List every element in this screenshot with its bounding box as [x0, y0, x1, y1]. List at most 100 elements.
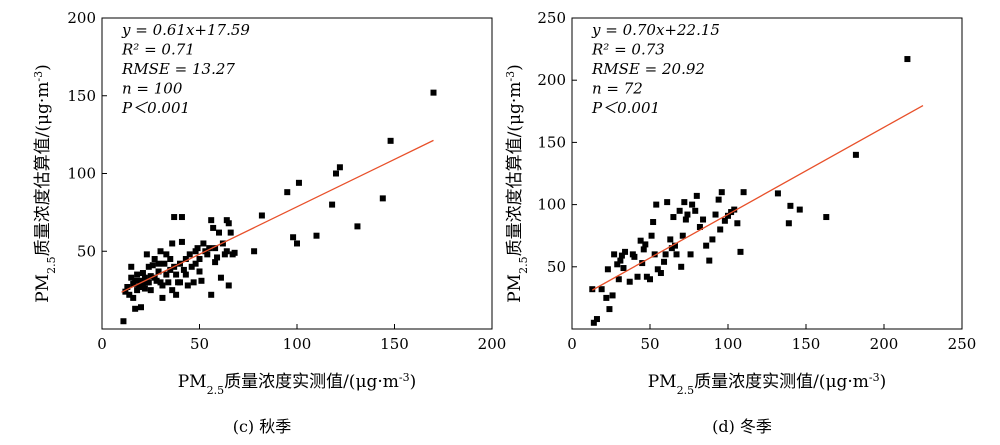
- panel-d-data-point: [725, 212, 731, 219]
- panel-d-data-point: [667, 236, 674, 243]
- panel-c-data-point: [336, 164, 343, 171]
- panel-c-x-ticks: 0 50 100 150 200: [97, 324, 506, 353]
- panel-d-stat-line: RMSE = 20.92: [591, 60, 705, 78]
- panel-d-data-point: [651, 251, 658, 258]
- panel-c-data-point: [223, 248, 230, 255]
- panel-c-data-point: [186, 251, 193, 258]
- panel-c-y-tick-label: 100: [67, 165, 96, 183]
- panel-d-data-point: [852, 151, 859, 158]
- panel-d-data-point: [734, 220, 741, 227]
- panel-c-stat-line: RMSE = 13.27: [121, 60, 235, 78]
- panel-d-x-tick-label: 0: [567, 335, 577, 353]
- panel-c-data-point: [216, 229, 222, 236]
- panel-d-data-point: [700, 216, 707, 223]
- panel-c-data-point: [141, 274, 148, 281]
- panel-c-data-point: [151, 256, 158, 263]
- panel-c-data-point: [145, 279, 152, 286]
- panel-d-data-point: [643, 273, 650, 280]
- panel-c-data-point: [387, 137, 394, 144]
- panel-c-data-point: [214, 254, 221, 261]
- panel-d-data-point: [654, 266, 661, 273]
- panel-d-data-point: [650, 219, 657, 226]
- panel-c-data-point: [198, 277, 205, 284]
- panel-c-data-point: [126, 291, 133, 298]
- panel-d-data-point: [679, 232, 686, 239]
- panel-c-data-point: [143, 251, 150, 258]
- panel-c-y-tick-label: 200: [67, 9, 96, 27]
- panel-c-data-point: [167, 266, 174, 273]
- panel-d-data-point: [670, 214, 677, 221]
- panel-c-data-point: [139, 270, 146, 277]
- panel-d-data-point: [603, 294, 610, 301]
- panel-d-data-point: [611, 251, 618, 258]
- panel-d-data-point: [706, 257, 713, 264]
- panel-d-data-point: [618, 252, 625, 259]
- panel-c-y-tick-label: 150: [67, 87, 96, 105]
- panel-c-x-axis-label: PM2.5质量浓度实测值/(μg·m-3): [178, 371, 417, 397]
- panel-c-data-point: [163, 271, 170, 278]
- panel-c-data-point: [155, 268, 162, 275]
- panel-d-data-point: [703, 242, 710, 249]
- panel-c-data-point: [134, 271, 141, 278]
- panel-c-data-point: [161, 260, 168, 267]
- panel-d-data-point: [796, 206, 803, 213]
- panel-d-data-point: [774, 190, 781, 197]
- panel-c-data-point: [147, 287, 154, 294]
- panel-c-data-point: [284, 189, 291, 196]
- panel-d-data-point: [718, 189, 725, 196]
- panel-d-x-tick-label: 100: [714, 335, 743, 353]
- panel-d: 0 50 100 150 200 250 50 100 150 200 250 y = 0.70x…: [504, 9, 977, 436]
- panel-d-data-point: [657, 270, 664, 277]
- panel-c-data-point: [139, 282, 146, 289]
- panel-d-data-point: [668, 245, 675, 252]
- panel-d-data-point: [787, 202, 794, 209]
- panel-c-fit-line: [121, 139, 434, 293]
- panel-d-data-point: [647, 276, 653, 283]
- panel-c-data-point: [134, 287, 141, 294]
- panel-c-data-point: [132, 305, 139, 312]
- panel-d-y-tick-label: 100: [537, 196, 566, 214]
- panel-d-y-tick-label: 200: [537, 71, 566, 89]
- panel-d-data-point: [626, 278, 633, 285]
- panel-c-data-point: [212, 245, 219, 252]
- panel-c-data-point: [190, 279, 197, 286]
- panel-c-data-point: [208, 217, 215, 224]
- panel-c-x-tick-label: 0: [97, 335, 107, 353]
- panel-c-data-point: [295, 179, 302, 186]
- panel-c-stat-line: R² = 0.71: [121, 41, 195, 59]
- panel-c-data-point: [124, 284, 131, 291]
- panel-c-data-point: [138, 277, 144, 284]
- panel-d-data-point: [676, 207, 683, 214]
- panel-d-points: [589, 56, 911, 326]
- panel-d-x-tick-label: 50: [640, 335, 659, 353]
- panel-d-data-point: [712, 211, 719, 218]
- panel-c-data-point: [157, 248, 164, 255]
- panel-c-data-point: [217, 274, 224, 281]
- panel-d-data-point: [684, 211, 691, 218]
- panel-c-points: [120, 89, 437, 325]
- panel-d-data-point: [589, 286, 596, 293]
- panel-c-data-point: [208, 291, 215, 298]
- panel-c-data-point: [182, 256, 189, 263]
- panel-d-fit-line: [591, 104, 924, 291]
- panel-d-data-point: [737, 248, 744, 255]
- panel-c-data-point: [231, 249, 238, 256]
- panel-c-data-point: [379, 195, 386, 202]
- panel-c-data-point: [329, 201, 336, 208]
- panel-d-plot-frame: [571, 17, 963, 330]
- panel-c-data-point: [155, 260, 162, 267]
- panel-c-x-tick-label: 50: [190, 335, 209, 353]
- panel-d-data-point: [696, 223, 703, 230]
- panel-c-x-tick-label: 200: [478, 335, 507, 353]
- panel-d-data-point: [606, 306, 613, 313]
- panel-c-x-tick-label: 150: [380, 335, 409, 353]
- panel-d-y-tick-label: 150: [537, 133, 566, 151]
- panel-d-data-point: [678, 263, 685, 270]
- panel-c-data-point: [120, 318, 127, 325]
- panel-c-data-point: [221, 251, 228, 258]
- panel-d-data-point: [617, 257, 624, 264]
- panel-c-data-point: [128, 263, 135, 270]
- panel-c: 0 50 100 150 200 50 100 150 200 y = 0.61x+17.59…: [32, 9, 507, 436]
- panel-c-data-point: [169, 240, 176, 247]
